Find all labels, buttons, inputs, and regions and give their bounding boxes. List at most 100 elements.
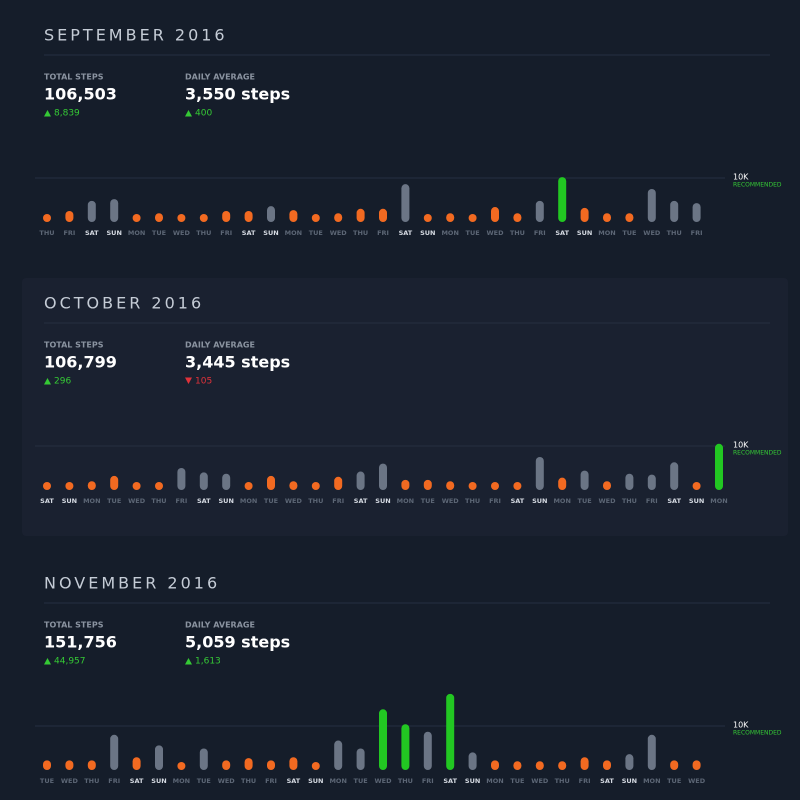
day-label: SAT bbox=[130, 777, 144, 785]
day-bar bbox=[423, 214, 432, 222]
day-bar bbox=[468, 214, 477, 222]
day-label: THU bbox=[465, 497, 480, 505]
stat-label: DAILY AVERAGE bbox=[185, 621, 255, 630]
day-bar bbox=[491, 760, 499, 770]
day-label: FRI bbox=[108, 777, 120, 785]
stat-change: 1,613 bbox=[195, 657, 221, 667]
day-bar bbox=[625, 213, 634, 222]
day-bar bbox=[65, 482, 74, 490]
day-bar bbox=[244, 482, 253, 490]
stat-value: 3,550 steps bbox=[185, 85, 290, 104]
day-label: TUE bbox=[578, 497, 592, 505]
stat-label: DAILY AVERAGE bbox=[185, 73, 255, 82]
day-bar bbox=[43, 214, 51, 222]
day-bar bbox=[446, 693, 455, 770]
day-label: MON bbox=[598, 229, 615, 237]
day-label: SAT bbox=[511, 497, 525, 505]
day-label: WED bbox=[688, 777, 706, 785]
stat-change: 8,839 bbox=[54, 109, 80, 119]
day-label: MON bbox=[240, 497, 257, 505]
day-label: FRI bbox=[377, 229, 389, 237]
day-bar bbox=[155, 745, 163, 770]
day-bar bbox=[625, 754, 634, 770]
day-bar bbox=[65, 211, 74, 222]
day-label: SUN bbox=[622, 777, 637, 785]
day-label: THU bbox=[353, 229, 368, 237]
day-bar bbox=[334, 476, 343, 490]
day-label: MON bbox=[643, 777, 660, 785]
selected-month-panel bbox=[22, 278, 788, 536]
stat-value: 5,059 steps bbox=[185, 633, 290, 652]
day-label: FRI bbox=[489, 497, 501, 505]
day-label: WED bbox=[442, 497, 460, 505]
day-label: SAT bbox=[197, 497, 211, 505]
day-bar bbox=[87, 200, 96, 222]
day-label: SAT bbox=[242, 229, 256, 237]
day-label: WED bbox=[486, 229, 504, 237]
day-label: TUE bbox=[40, 777, 54, 785]
day-label: TUE bbox=[667, 777, 681, 785]
day-label: SAT bbox=[600, 777, 614, 785]
day-bar bbox=[603, 760, 611, 770]
day-bar bbox=[401, 724, 410, 770]
day-bar bbox=[692, 203, 701, 222]
day-bar bbox=[87, 481, 96, 490]
day-label: MON bbox=[553, 497, 570, 505]
day-bar bbox=[379, 208, 387, 222]
day-bar bbox=[132, 482, 141, 490]
day-bar bbox=[468, 482, 477, 490]
stat-change: 400 bbox=[195, 109, 212, 119]
day-label: MON bbox=[128, 229, 145, 237]
day-bar bbox=[222, 211, 231, 222]
trend-up-icon bbox=[44, 378, 51, 385]
day-label: TUE bbox=[354, 777, 368, 785]
day-label: THU bbox=[39, 229, 54, 237]
day-bar bbox=[670, 760, 679, 770]
trend-up-icon bbox=[44, 658, 51, 665]
day-bar bbox=[244, 211, 253, 222]
month-title: OCTOBER 2016 bbox=[44, 294, 204, 313]
day-label: SUN bbox=[106, 229, 121, 237]
day-label: TUE bbox=[622, 229, 636, 237]
day-bar bbox=[468, 752, 477, 770]
month-title: SEPTEMBER 2016 bbox=[44, 26, 228, 45]
day-label: MON bbox=[329, 777, 346, 785]
day-label: SUN bbox=[577, 229, 592, 237]
day-label: WED bbox=[173, 229, 191, 237]
stat-label: TOTAL STEPS bbox=[44, 73, 104, 82]
stat-change: 44,957 bbox=[54, 657, 86, 667]
day-label: FRI bbox=[579, 777, 591, 785]
day-bar bbox=[558, 477, 567, 490]
day-bar bbox=[356, 748, 365, 770]
day-bar bbox=[558, 177, 567, 222]
day-bar bbox=[43, 482, 51, 490]
day-label: TUE bbox=[152, 229, 166, 237]
day-bar bbox=[356, 471, 365, 490]
day-bar bbox=[289, 481, 298, 490]
day-label: MON bbox=[397, 497, 414, 505]
day-label: SUN bbox=[532, 497, 547, 505]
day-label: FRI bbox=[63, 229, 75, 237]
day-label: WED bbox=[374, 777, 392, 785]
month-title: NOVEMBER 2016 bbox=[44, 574, 220, 593]
day-label: TUE bbox=[107, 497, 121, 505]
reference-note: RECOMMENDED bbox=[733, 730, 782, 737]
day-label: SAT bbox=[399, 229, 413, 237]
day-label: THU bbox=[398, 777, 413, 785]
day-label: SAT bbox=[555, 229, 569, 237]
day-bar bbox=[177, 762, 186, 770]
day-bar bbox=[625, 473, 634, 490]
day-bar bbox=[87, 760, 96, 770]
day-label: SUN bbox=[151, 777, 166, 785]
day-label: MON bbox=[710, 497, 727, 505]
day-label: SAT bbox=[443, 777, 457, 785]
day-bar bbox=[692, 482, 701, 490]
trend-up-icon bbox=[44, 110, 51, 117]
day-label: SAT bbox=[40, 497, 54, 505]
day-bar bbox=[267, 475, 275, 490]
day-bar bbox=[267, 760, 275, 770]
day-label: THU bbox=[308, 497, 323, 505]
stat-change: 105 bbox=[195, 377, 212, 387]
day-bar bbox=[401, 479, 410, 490]
